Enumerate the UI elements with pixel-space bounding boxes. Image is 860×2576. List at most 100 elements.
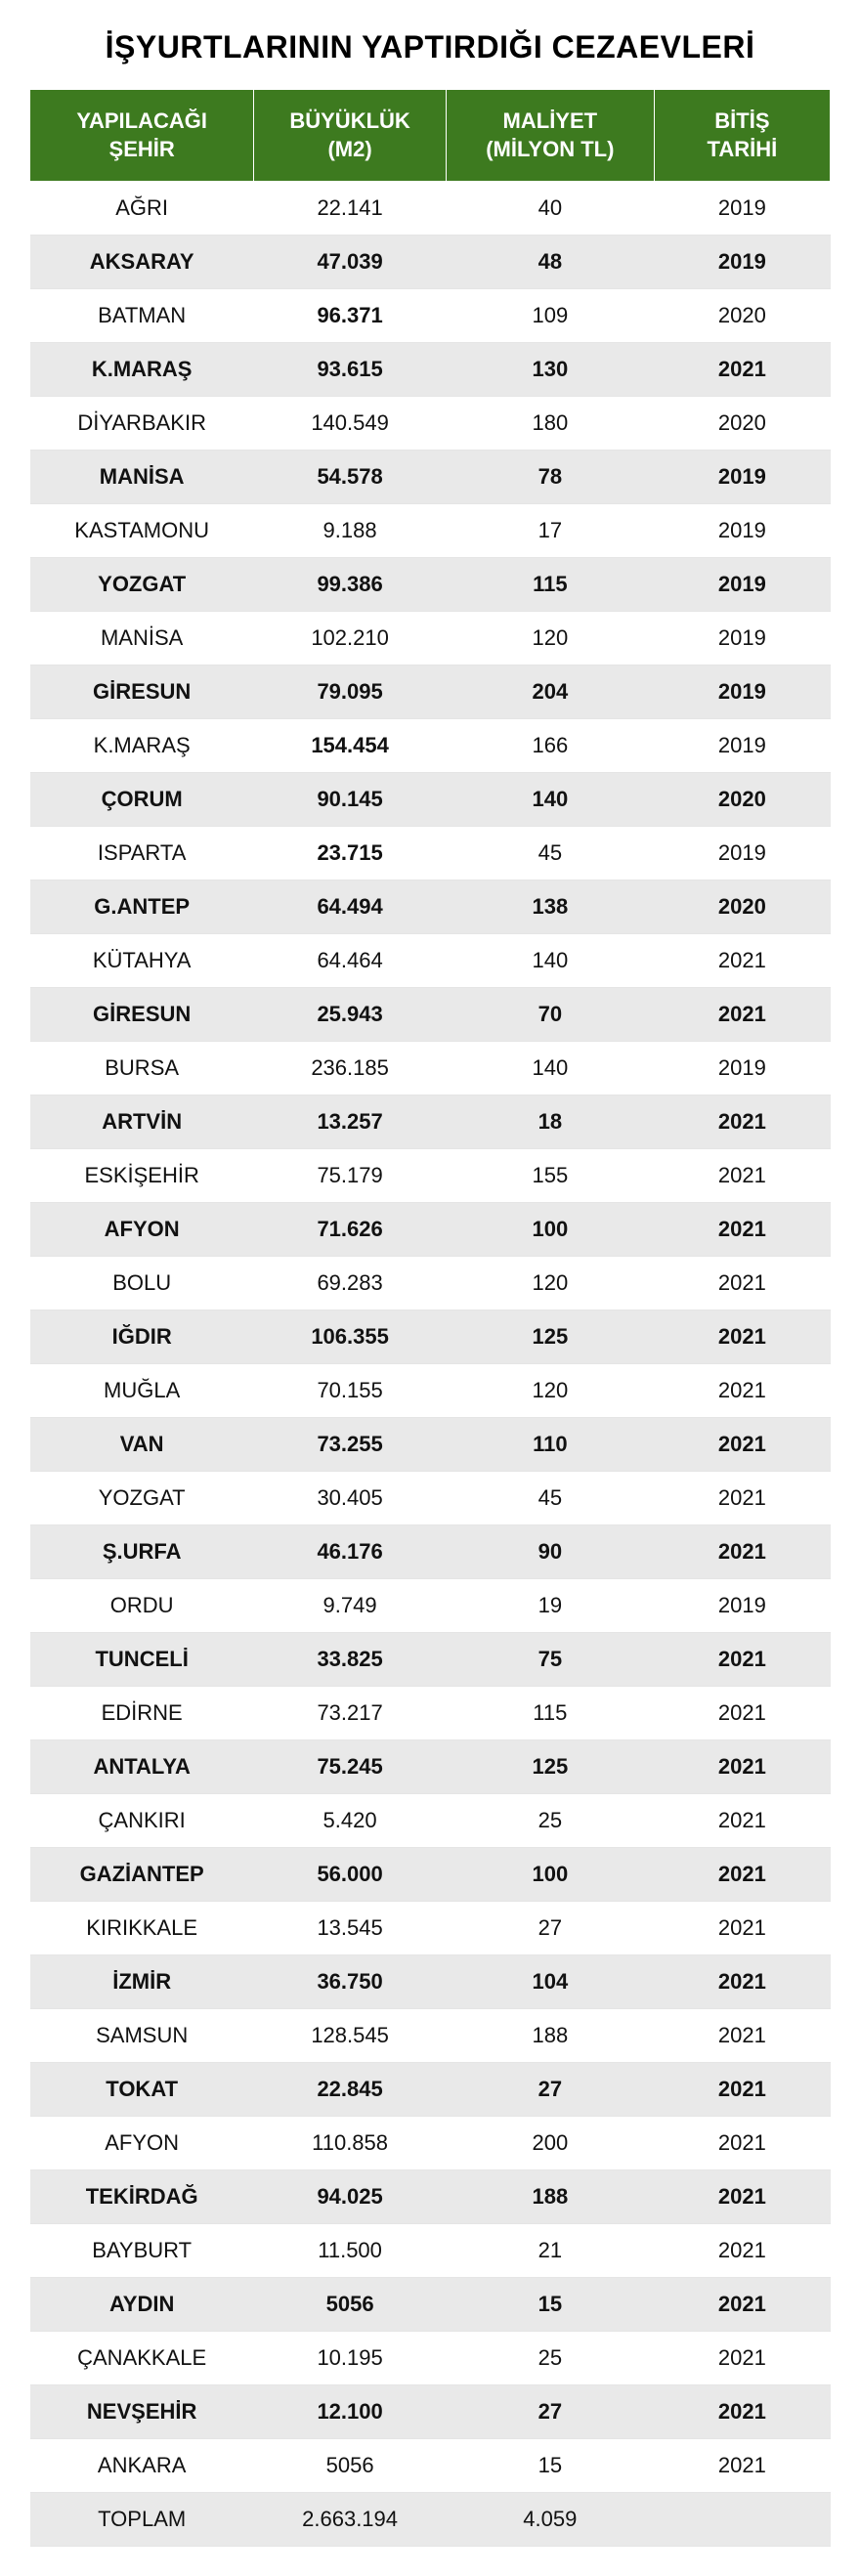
cell-cost: 27 — [446, 1902, 654, 1955]
cell-date: 2021 — [654, 1364, 830, 1418]
cell-date: 2019 — [654, 1579, 830, 1633]
cell-cost: 115 — [446, 1687, 654, 1740]
cell-city: KIRIKKALE — [30, 1902, 254, 1955]
cell-cost: 140 — [446, 773, 654, 827]
cell-date: 2021 — [654, 1257, 830, 1310]
cell-cost: 115 — [446, 558, 654, 612]
table-row: MUĞLA70.1551202021 — [30, 1364, 831, 1418]
cell-date: 2019 — [654, 827, 830, 880]
cell-size: 33.825 — [254, 1633, 447, 1687]
table-row: AKSARAY47.039482019 — [30, 236, 831, 289]
cell-city: AKSARAY — [30, 236, 254, 289]
cell-city: TOKAT — [30, 2063, 254, 2117]
cell-city: İZMİR — [30, 1955, 254, 2009]
cell-city: GAZİANTEP — [30, 1848, 254, 1902]
cell-cost: 110 — [446, 1418, 654, 1472]
cell-date: 2021 — [654, 2332, 830, 2385]
cell-date: 2021 — [654, 1149, 830, 1203]
cell-size: 22.845 — [254, 2063, 447, 2117]
cell-date: 2021 — [654, 1525, 830, 1579]
cell-size: 75.179 — [254, 1149, 447, 1203]
table-row: AĞRI22.141402019 — [30, 182, 831, 236]
table-row: BOLU69.2831202021 — [30, 1257, 831, 1310]
cell-cost: 125 — [446, 1740, 654, 1794]
cell-cost: 78 — [446, 451, 654, 504]
cell-size: 79.095 — [254, 665, 447, 719]
table-row: ANKARA5056152021 — [30, 2439, 831, 2493]
cell-size: 93.615 — [254, 343, 447, 397]
cell-size: 22.141 — [254, 182, 447, 236]
cell-cost: 15 — [446, 2439, 654, 2493]
cell-size: 64.494 — [254, 880, 447, 934]
table-row: NEVŞEHİR12.100272021 — [30, 2385, 831, 2439]
col-header-date: BİTİŞ TARİHİ — [654, 90, 830, 182]
col-header-date-line1: BİTİŞ — [714, 108, 769, 133]
cell-date: 2020 — [654, 880, 830, 934]
table-row: Ş.URFA46.176902021 — [30, 1525, 831, 1579]
cell-size: 12.100 — [254, 2385, 447, 2439]
table-row: AYDIN5056152021 — [30, 2278, 831, 2332]
cell-date: 2021 — [654, 1095, 830, 1149]
cell-city: IĞDIR — [30, 1310, 254, 1364]
cell-city: ÇANAKKALE — [30, 2332, 254, 2385]
cell-total-size: 2.663.194 — [254, 2493, 447, 2547]
cell-date: 2019 — [654, 665, 830, 719]
cell-date: 2021 — [654, 1687, 830, 1740]
cell-size: 71.626 — [254, 1203, 447, 1257]
prisons-table: YAPILACAĞI ŞEHİR BÜYÜKLÜK (M2) MALİYET (… — [29, 89, 831, 2547]
cell-cost: 188 — [446, 2009, 654, 2063]
cell-cost: 75 — [446, 1633, 654, 1687]
cell-date: 2021 — [654, 1472, 830, 1525]
cell-city: YOZGAT — [30, 558, 254, 612]
cell-city: BATMAN — [30, 289, 254, 343]
cell-cost: 130 — [446, 343, 654, 397]
cell-size: 9.749 — [254, 1579, 447, 1633]
cell-city: Ş.URFA — [30, 1525, 254, 1579]
table-row: ÇORUM90.1451402020 — [30, 773, 831, 827]
table-row: TUNCELİ33.825752021 — [30, 1633, 831, 1687]
cell-cost: 120 — [446, 1257, 654, 1310]
cell-city: MANİSA — [30, 612, 254, 665]
table-body: AĞRI22.141402019AKSARAY47.039482019BATMA… — [30, 182, 831, 2547]
table-header: YAPILACAĞI ŞEHİR BÜYÜKLÜK (M2) MALİYET (… — [30, 90, 831, 182]
cell-date: 2021 — [654, 2117, 830, 2170]
cell-size: 69.283 — [254, 1257, 447, 1310]
cell-city: DİYARBAKIR — [30, 397, 254, 451]
table-row: G.ANTEP64.4941382020 — [30, 880, 831, 934]
col-header-size: BÜYÜKLÜK (M2) — [254, 90, 447, 182]
table-row: TEKİRDAĞ94.0251882021 — [30, 2170, 831, 2224]
col-header-size-line2: (M2) — [327, 137, 371, 161]
cell-city: ISPARTA — [30, 827, 254, 880]
cell-date: 2021 — [654, 1848, 830, 1902]
cell-city: MANİSA — [30, 451, 254, 504]
table-row: TOKAT22.845272021 — [30, 2063, 831, 2117]
cell-size: 94.025 — [254, 2170, 447, 2224]
cell-size: 36.750 — [254, 1955, 447, 2009]
cell-size: 46.176 — [254, 1525, 447, 1579]
cell-city: ANTALYA — [30, 1740, 254, 1794]
table-row: IĞDIR106.3551252021 — [30, 1310, 831, 1364]
cell-cost: 204 — [446, 665, 654, 719]
cell-size: 13.545 — [254, 1902, 447, 1955]
table-row: MANİSA102.2101202019 — [30, 612, 831, 665]
cell-city: K.MARAŞ — [30, 343, 254, 397]
table-row: ESKİŞEHİR75.1791552021 — [30, 1149, 831, 1203]
cell-cost: 45 — [446, 827, 654, 880]
cell-date: 2021 — [654, 1955, 830, 2009]
cell-cost: 155 — [446, 1149, 654, 1203]
cell-cost: 18 — [446, 1095, 654, 1149]
cell-cost: 17 — [446, 504, 654, 558]
cell-date: 2021 — [654, 1902, 830, 1955]
cell-city: YOZGAT — [30, 1472, 254, 1525]
cell-date: 2021 — [654, 1418, 830, 1472]
cell-size: 56.000 — [254, 1848, 447, 1902]
cell-date: 2021 — [654, 2385, 830, 2439]
cell-date: 2021 — [654, 988, 830, 1042]
cell-size: 99.386 — [254, 558, 447, 612]
cell-size: 23.715 — [254, 827, 447, 880]
cell-cost: 109 — [446, 289, 654, 343]
cell-cost: 25 — [446, 2332, 654, 2385]
col-header-cost: MALİYET (MİLYON TL) — [446, 90, 654, 182]
table-row: YOZGAT99.3861152019 — [30, 558, 831, 612]
cell-cost: 21 — [446, 2224, 654, 2278]
